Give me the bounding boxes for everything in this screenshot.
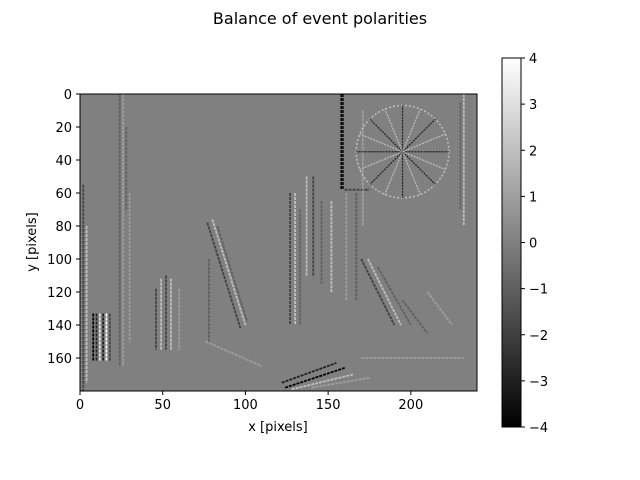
heatmap-streak bbox=[360, 258, 396, 326]
heatmap-background bbox=[80, 94, 477, 391]
chart-title: Balance of event polarities bbox=[213, 9, 427, 28]
heatmap-streak bbox=[211, 219, 247, 326]
heatmap-spoke bbox=[402, 118, 436, 153]
heatmap-streak bbox=[426, 291, 453, 326]
y-tick-label: 120 bbox=[47, 286, 72, 301]
colorbar-tick-label: 3 bbox=[529, 98, 537, 113]
colorbar-tick-label: 4 bbox=[529, 52, 537, 67]
heatmap-features bbox=[82, 94, 465, 391]
heatmap-streak bbox=[206, 222, 242, 329]
y-tick-label: 140 bbox=[47, 319, 72, 334]
heatmap-spoke bbox=[402, 108, 421, 152]
colorbar-ticks: 4 3 2 1 0 −1 −2 −3 −4 bbox=[521, 52, 548, 436]
colorbar-tick-label: 1 bbox=[529, 190, 537, 205]
heatmap-streak bbox=[376, 266, 412, 326]
y-tick-label: 20 bbox=[55, 121, 72, 136]
x-tick-label: 0 bbox=[76, 398, 84, 413]
y-tick-label: 160 bbox=[47, 352, 72, 367]
x-tick-label: 200 bbox=[398, 398, 423, 413]
heatmap-streak bbox=[284, 367, 345, 389]
heatmap-streak bbox=[367, 258, 402, 326]
x-axis-label: x [pixels] bbox=[248, 420, 308, 435]
colorbar-tick-label: 0 bbox=[529, 237, 537, 252]
heatmap-spoke bbox=[402, 151, 436, 185]
heatmap-spoke bbox=[369, 118, 403, 153]
heatmap-streak bbox=[205, 340, 263, 368]
y-tick-label: 40 bbox=[55, 154, 72, 169]
colorbar-tick-label: −4 bbox=[529, 421, 548, 436]
heatmap-spoke bbox=[402, 151, 446, 170]
colorbar: 4 3 2 1 0 −1 −2 −3 −4 bbox=[501, 52, 548, 436]
x-tick-label: 100 bbox=[233, 398, 258, 413]
y-tick-label: 0 bbox=[64, 88, 72, 103]
y-tick-label: 100 bbox=[47, 253, 72, 268]
heatmap-spoke bbox=[359, 151, 403, 170]
y-axis-label: y [pixels] bbox=[25, 212, 40, 272]
colorbar-tick-label: −2 bbox=[529, 329, 548, 344]
heatmap-spoke bbox=[384, 108, 404, 152]
heatmap-spoke bbox=[384, 151, 404, 195]
plot-area: 0 50 100 150 200 0 20 40 60 80 100 120 140 160 bbox=[47, 88, 478, 413]
heatmap-spoke bbox=[369, 151, 403, 185]
heatmap-spoke bbox=[402, 133, 446, 153]
colorbar-gradient bbox=[501, 57, 522, 428]
x-tick-label: 50 bbox=[154, 398, 171, 413]
heatmap-streak bbox=[291, 373, 354, 391]
colorbar-tick-label: 2 bbox=[529, 144, 537, 159]
x-axis: 0 50 100 150 200 bbox=[76, 391, 423, 413]
heatmap-streak bbox=[216, 225, 248, 322]
heatmap-streak bbox=[401, 299, 429, 334]
colorbar-tick-label: −3 bbox=[529, 375, 548, 390]
heatmap-spoke bbox=[402, 151, 421, 195]
y-tick-label: 60 bbox=[55, 187, 72, 202]
heatmap-streak bbox=[281, 362, 337, 384]
heatmap-streak bbox=[311, 376, 370, 389]
x-tick-label: 150 bbox=[316, 398, 341, 413]
y-axis: 0 20 40 60 80 100 120 140 160 bbox=[47, 88, 80, 367]
colorbar-tick-label: −1 bbox=[529, 283, 548, 298]
plot-frame bbox=[79, 93, 478, 392]
y-tick-label: 80 bbox=[55, 220, 72, 235]
heatmap-spoke bbox=[359, 133, 403, 153]
